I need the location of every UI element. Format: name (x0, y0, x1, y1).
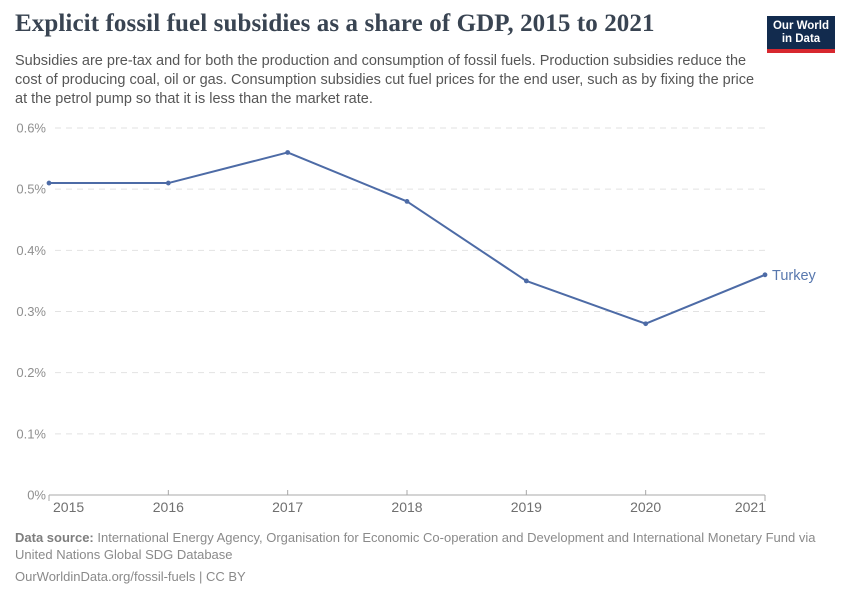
y-axis-tick-label: 0.6% (16, 121, 46, 136)
y-axis-tick-label: 0.4% (16, 243, 46, 258)
owid-logo-line1: Our World (772, 20, 829, 32)
data-point (523, 278, 529, 284)
data-source-label: Data source: (15, 530, 94, 545)
data-source-text: International Energy Agency, Organisatio… (15, 530, 816, 562)
y-axis-tick-label: 0.2% (16, 365, 46, 380)
y-axis-tick-label: 0.3% (16, 304, 46, 319)
y-axis-tick-label: 0% (27, 488, 46, 503)
data-point (46, 180, 52, 186)
series-label: Turkey (772, 268, 817, 284)
x-axis-tick-label: 2017 (272, 499, 303, 515)
data-point (643, 321, 649, 327)
data-point (762, 272, 768, 278)
data-point (404, 199, 410, 204)
y-axis-tick-label: 0.5% (16, 182, 46, 197)
x-axis-tick-label: 2016 (153, 499, 184, 515)
x-axis-tick-label: 2020 (630, 499, 661, 515)
y-axis-tick-label: 0.1% (16, 426, 46, 441)
owid-logo[interactable]: Our World in Data (767, 16, 835, 53)
chart-footer: Data source: International Energy Agency… (15, 529, 823, 585)
data-point (285, 150, 291, 155)
series-turkey[interactable]: Turkey (46, 150, 817, 327)
x-axis-tick-label: 2019 (511, 499, 542, 515)
series-line (48, 151, 766, 325)
gridlines: 0% 0.1% 0.2% 0.3% 0.4% 0.5% 0.6% (16, 121, 765, 503)
x-axis-tick-label: 2018 (391, 499, 422, 515)
x-axis: 2015 2016 2017 2018 2019 2020 2021 (48, 490, 766, 515)
license-note[interactable]: OurWorldinData.org/fossil-fuels | CC BY (15, 569, 246, 584)
x-axis-tick-label: 2015 (53, 499, 84, 515)
chart-title: Explicit fossil fuel subsidies as a shar… (15, 10, 655, 37)
owid-logo-line2: in Data (781, 33, 821, 45)
data-source-line: Data source: International Energy Agency… (15, 529, 823, 563)
x-axis-tick-label: 2021 (735, 499, 766, 515)
chart-subtitle: Subsidies are pre-tax and for both the p… (15, 53, 755, 107)
data-point (165, 180, 171, 186)
